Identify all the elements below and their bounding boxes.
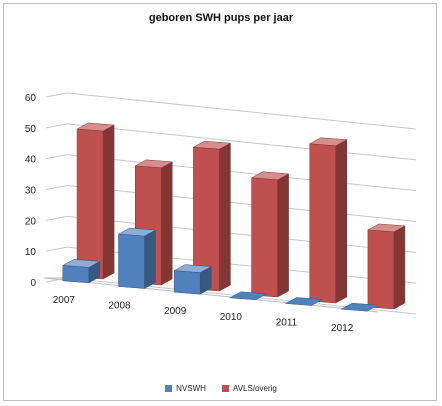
gridline-side	[45, 215, 68, 221]
x-tick-label: 2012	[331, 323, 354, 334]
y-tick-label: 0	[30, 278, 36, 289]
x-tick-label: 2010	[220, 312, 243, 323]
y-tick-label: 40	[25, 155, 37, 166]
bar-nvswh-2007	[61, 259, 101, 284]
chart-title: geboren SWH pups per jaar	[148, 12, 294, 24]
x-tick-label: 2007	[53, 295, 76, 306]
bar-avls-overig-2012	[367, 223, 406, 310]
gridline-back	[66, 215, 417, 253]
gridline-back	[66, 154, 417, 192]
y-tick-label: 10	[25, 247, 37, 258]
bar-nvswh-2011	[284, 297, 324, 306]
gridline-side	[45, 154, 68, 160]
gridline-side	[45, 92, 68, 98]
bar-avls-overig-2009	[192, 140, 232, 292]
chart-legend: NVSWH AVLS/overig	[0, 384, 442, 393]
bar-avls-overig-2010	[250, 171, 290, 298]
legend-swatch-nvswh	[165, 385, 173, 392]
y-tick-label: 50	[25, 124, 37, 135]
gridline-side	[45, 246, 68, 252]
bar-nvswh-2010	[228, 291, 268, 301]
x-tick-label: 2008	[108, 301, 131, 312]
gridline-back	[66, 185, 417, 222]
gridline-back	[66, 92, 417, 130]
bar-nvswh-2009	[173, 264, 213, 295]
floor-front-edge	[43, 277, 379, 313]
gridline-side	[45, 185, 68, 190]
y-tick-label: 20	[25, 216, 37, 227]
legend-item-avls: AVLS/overig	[221, 384, 277, 393]
y-tick-label: 60	[25, 93, 37, 104]
bar-avls-overig-2007	[76, 122, 115, 280]
y-tick-label: 30	[25, 186, 37, 197]
legend-swatch-avls-overig	[221, 385, 229, 392]
legend-label-avls-overig: AVLS/overig	[232, 384, 277, 393]
gridline-back	[66, 123, 417, 161]
x-tick-label: 2011	[276, 318, 298, 329]
x-tick-label: 2009	[164, 306, 187, 317]
bar-nvswh-2012	[340, 302, 380, 312]
bar-avls-overig-2011	[308, 137, 348, 304]
legend-item-nvswh: NVSWH	[165, 384, 206, 393]
legend-label-nvswh: NVSWH	[176, 384, 206, 393]
bar-nvswh-2008	[117, 227, 157, 289]
gridline-side	[45, 123, 68, 129]
